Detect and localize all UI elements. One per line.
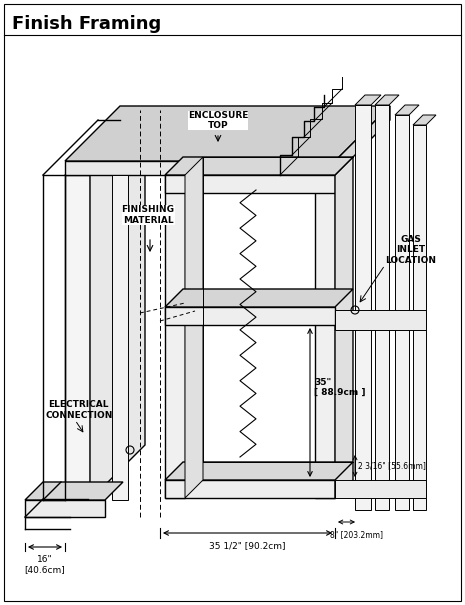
Polygon shape — [65, 161, 335, 175]
Text: 2 3/16" [55.6mm]: 2 3/16" [55.6mm] — [358, 462, 426, 471]
Polygon shape — [413, 125, 426, 510]
Polygon shape — [185, 157, 203, 498]
Polygon shape — [165, 462, 353, 480]
Text: Finish Framing: Finish Framing — [12, 15, 161, 33]
Polygon shape — [165, 307, 335, 325]
Polygon shape — [355, 105, 371, 510]
Polygon shape — [413, 115, 436, 125]
Polygon shape — [335, 480, 426, 498]
Polygon shape — [335, 310, 426, 330]
Polygon shape — [165, 157, 353, 175]
Text: 35 1/2" [90.2cm]: 35 1/2" [90.2cm] — [209, 541, 286, 550]
Polygon shape — [65, 120, 145, 175]
Text: 16"
[40.6cm]: 16" [40.6cm] — [25, 555, 66, 574]
Polygon shape — [165, 175, 185, 498]
Polygon shape — [25, 482, 123, 500]
Polygon shape — [90, 120, 145, 500]
Polygon shape — [25, 500, 105, 517]
Polygon shape — [355, 95, 381, 105]
Polygon shape — [65, 175, 90, 500]
Text: ENCLOSURE
TOP: ENCLOSURE TOP — [188, 111, 248, 130]
Polygon shape — [112, 175, 128, 500]
Polygon shape — [65, 106, 390, 161]
Polygon shape — [375, 95, 399, 105]
Polygon shape — [315, 175, 335, 498]
Text: 35"
[ 88.9cm ]: 35" [ 88.9cm ] — [314, 378, 365, 397]
Polygon shape — [335, 106, 390, 175]
Text: FINISHING
MATERIAL: FINISHING MATERIAL — [121, 205, 174, 224]
Polygon shape — [165, 175, 335, 193]
Polygon shape — [335, 157, 353, 498]
Polygon shape — [375, 105, 389, 510]
Text: ELECTRICAL
CONNECTION: ELECTRICAL CONNECTION — [45, 401, 113, 420]
Polygon shape — [395, 105, 419, 115]
Text: 8" [203.2mm]: 8" [203.2mm] — [330, 530, 383, 539]
Text: GAS
INLET
LOCATION: GAS INLET LOCATION — [385, 235, 436, 265]
Polygon shape — [165, 289, 353, 307]
Polygon shape — [165, 480, 335, 498]
Polygon shape — [395, 115, 409, 510]
